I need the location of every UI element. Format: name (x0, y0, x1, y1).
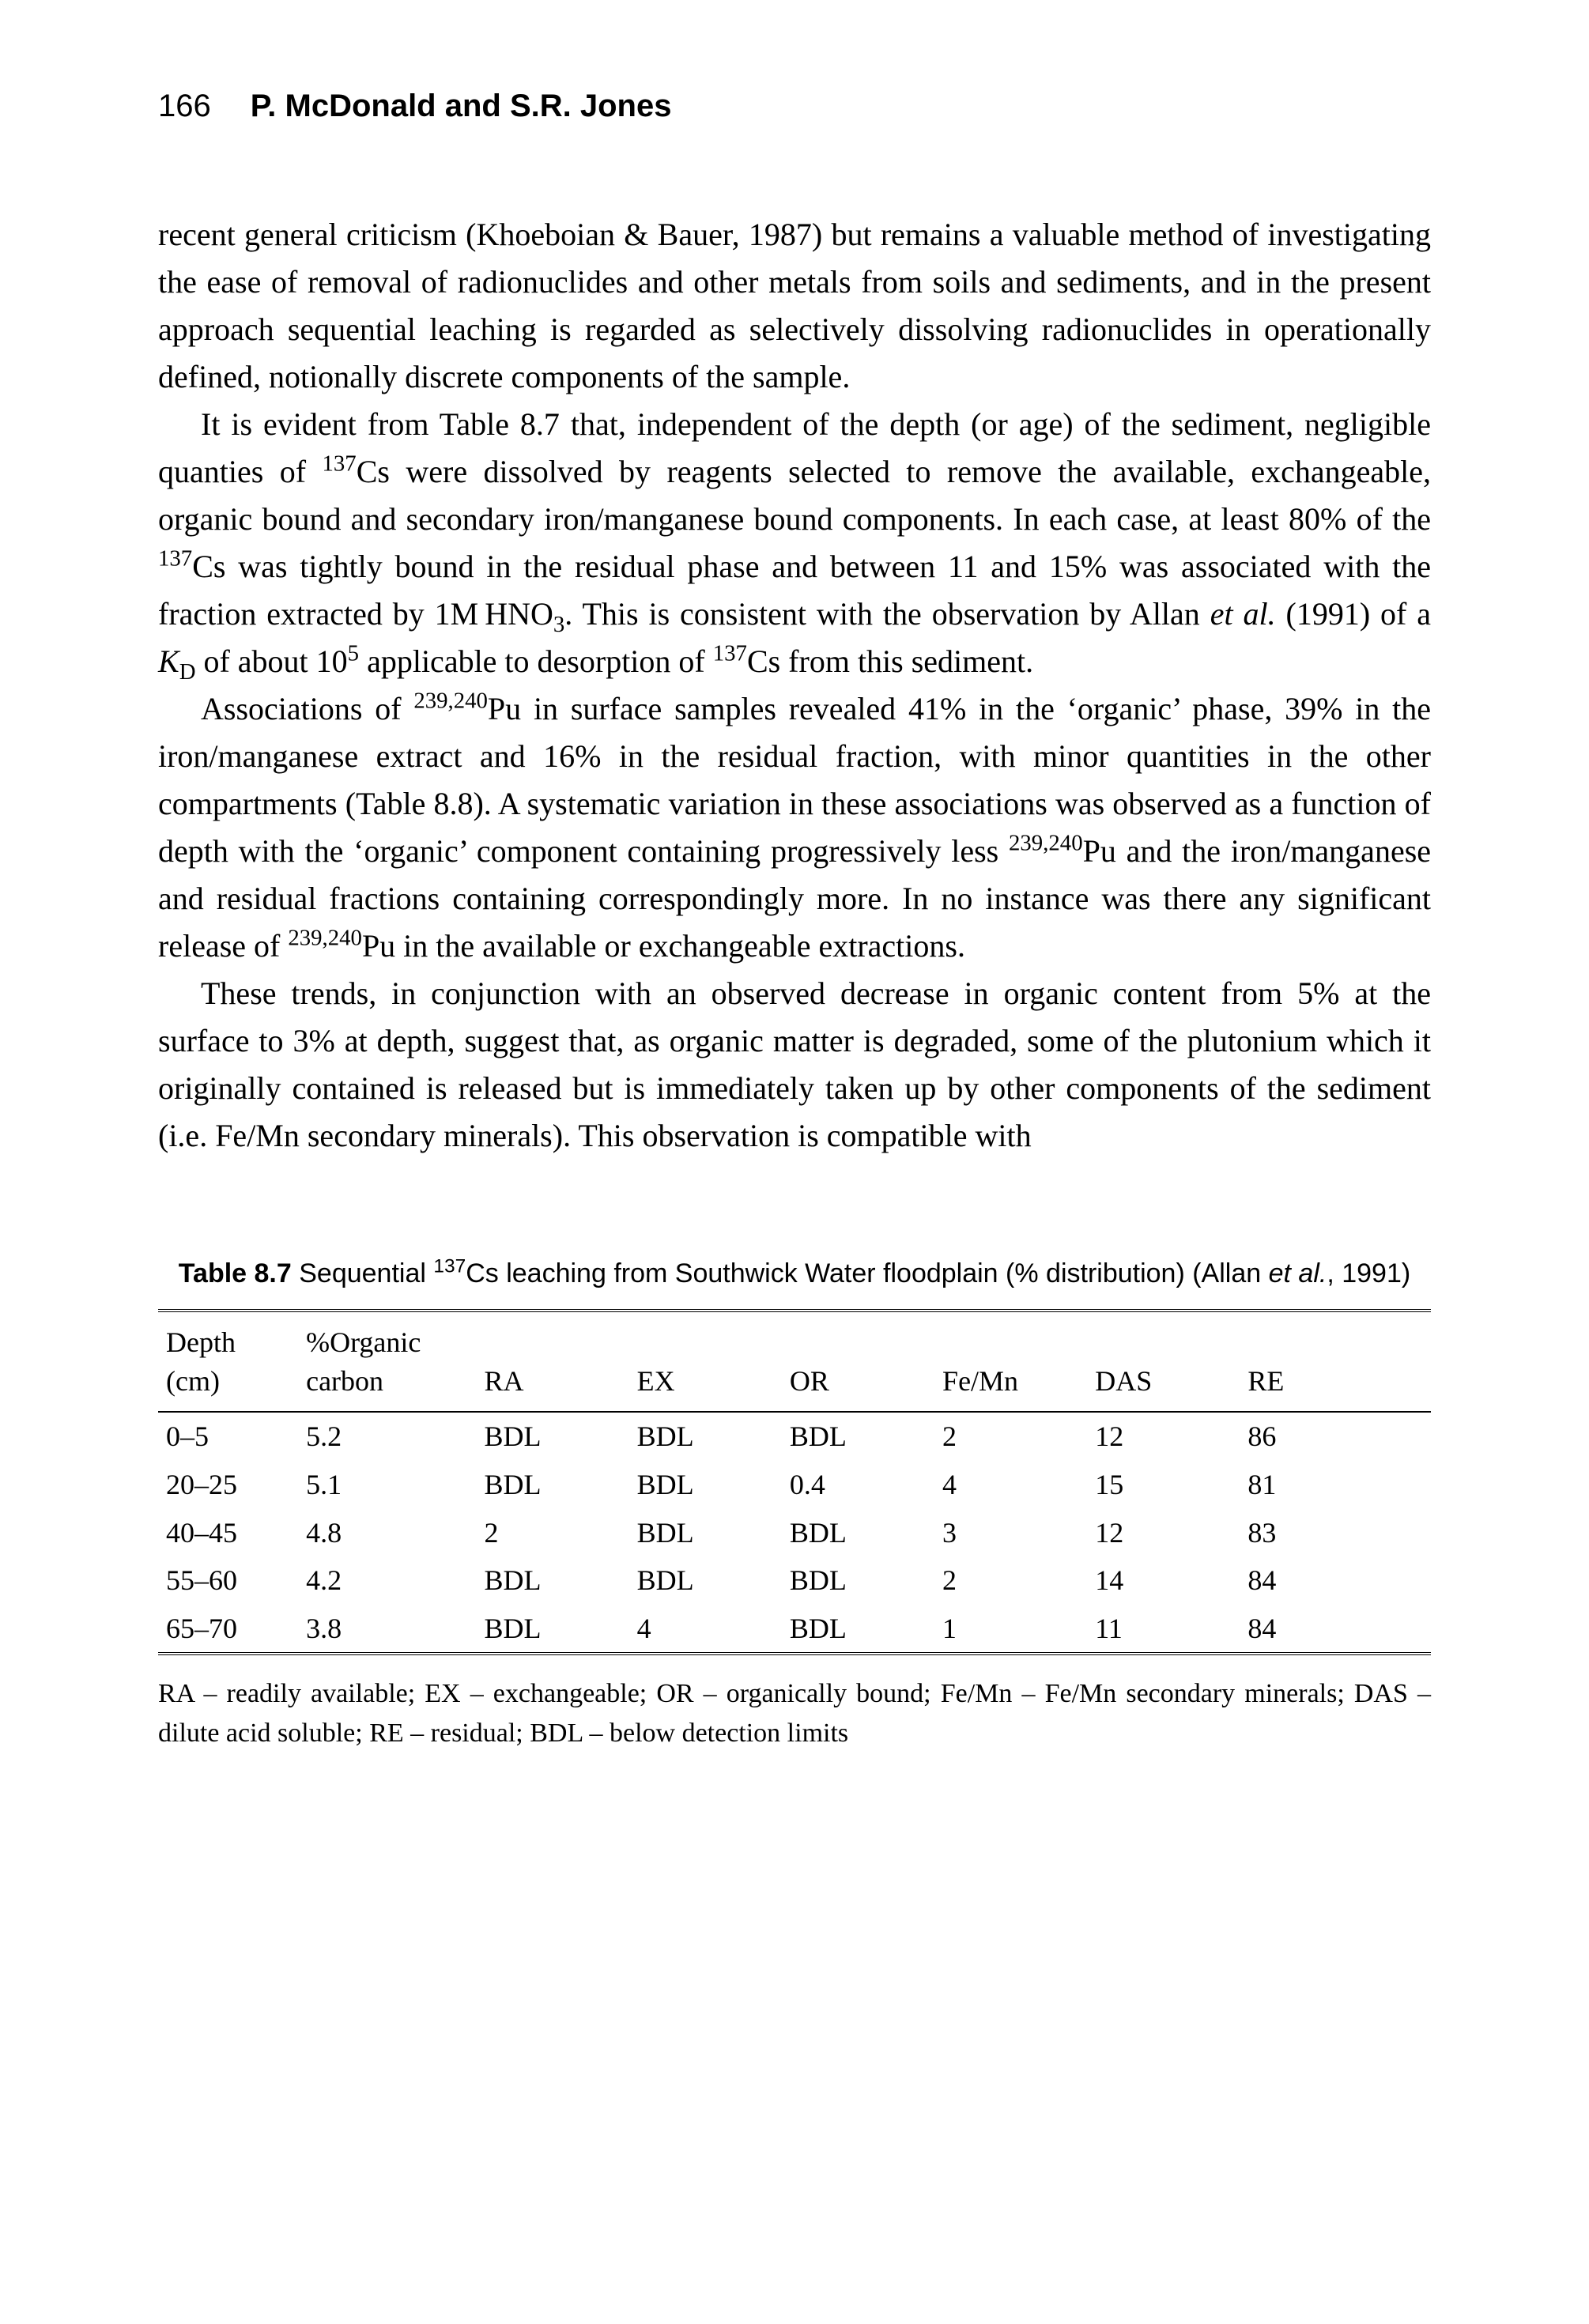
text: . This is consistent with the observatio… (564, 596, 1210, 632)
table-row: 40–45 4.8 2 BDL BDL 3 12 83 (158, 1509, 1431, 1557)
isotope-superscript: 137 (433, 1256, 466, 1277)
kd-k: K (158, 643, 179, 679)
cell-re: 84 (1240, 1605, 1431, 1654)
col-label: Depth (166, 1326, 236, 1358)
table-header-row: Depth (cm) %Organic carbon RA EX OR Fe/M… (158, 1311, 1431, 1412)
table-caption: Table 8.7 Sequential 137Cs leaching from… (158, 1254, 1431, 1293)
kd-d: D (179, 659, 196, 685)
cell-organic: 4.2 (298, 1556, 476, 1605)
cell-or: 0.4 (782, 1461, 934, 1509)
cell-or: BDL (782, 1412, 934, 1461)
col-organic: %Organic carbon (298, 1311, 476, 1412)
col-label: carbon (306, 1365, 383, 1397)
paragraph-3: Associations of 239,240Pu in surface sam… (158, 685, 1431, 970)
cell-ex: BDL (629, 1556, 782, 1605)
cell-femn: 1 (934, 1605, 1087, 1654)
table-number: Table 8.7 (179, 1258, 292, 1288)
col-label: %Organic (306, 1326, 421, 1358)
cell-das: 12 (1087, 1509, 1240, 1557)
cell-depth: 55–60 (158, 1556, 298, 1605)
cell-or: BDL (782, 1605, 934, 1654)
table-row: 65–70 3.8 BDL 4 BDL 1 11 84 (158, 1605, 1431, 1654)
page-number: 166 (158, 89, 211, 123)
paragraph-2: It is evident from Table 8.7 that, indep… (158, 401, 1431, 685)
cell-ex: BDL (629, 1461, 782, 1509)
running-head-authors: P. McDonald and S.R. Jones (251, 89, 672, 123)
table-body: 0–5 5.2 BDL BDL BDL 2 12 86 20–25 5.1 BD… (158, 1412, 1431, 1654)
cell-ex: 4 (629, 1605, 782, 1654)
cell-ex: BDL (629, 1509, 782, 1557)
cell-depth: 40–45 (158, 1509, 298, 1557)
cell-ra: 2 (476, 1509, 628, 1557)
text: of about 10 (195, 643, 347, 679)
cell-depth: 0–5 (158, 1412, 298, 1461)
cell-femn: 4 (934, 1461, 1087, 1509)
col-ex: EX (629, 1311, 782, 1412)
etal-text: et al. (1269, 1258, 1327, 1288)
cell-ra: BDL (476, 1605, 628, 1654)
page: 166 P. McDonald and S.R. Jones recent ge… (0, 0, 1589, 2324)
cell-depth: 65–70 (158, 1605, 298, 1654)
col-femn: Fe/Mn (934, 1311, 1087, 1412)
cell-das: 11 (1087, 1605, 1240, 1654)
isotope-superscript: 239,240 (1009, 831, 1083, 856)
col-das: DAS (1087, 1311, 1240, 1412)
isotope-superscript: 239,240 (288, 926, 362, 951)
cell-re: 84 (1240, 1556, 1431, 1605)
table-row: 55–60 4.2 BDL BDL BDL 2 14 84 (158, 1556, 1431, 1605)
cell-das: 15 (1087, 1461, 1240, 1509)
etal-text: et al. (1210, 596, 1276, 632)
data-table: Depth (cm) %Organic carbon RA EX OR Fe/M… (158, 1309, 1431, 1655)
table-caption-text: Sequential (292, 1258, 434, 1288)
col-label: (cm) (166, 1365, 220, 1397)
cell-organic: 3.8 (298, 1605, 476, 1654)
cell-organic: 5.1 (298, 1461, 476, 1509)
cell-organic: 4.8 (298, 1509, 476, 1557)
col-or: OR (782, 1311, 934, 1412)
cell-re: 81 (1240, 1461, 1431, 1509)
paragraph-4: These trends, in conjunction with an obs… (158, 970, 1431, 1160)
text: Associations of (201, 691, 413, 726)
isotope-superscript: 137 (322, 451, 356, 477)
cell-das: 12 (1087, 1412, 1240, 1461)
paragraph-1: recent general criticism (Khoeboian & Ba… (158, 211, 1431, 401)
text: Cs from this sediment. (747, 643, 1033, 679)
cell-depth: 20–25 (158, 1461, 298, 1509)
table-row: 20–25 5.1 BDL BDL 0.4 4 15 81 (158, 1461, 1431, 1509)
cell-das: 14 (1087, 1556, 1240, 1605)
cell-femn: 2 (934, 1412, 1087, 1461)
cell-femn: 3 (934, 1509, 1087, 1557)
table-caption-text: , 1991) (1327, 1258, 1410, 1288)
running-head: 166 P. McDonald and S.R. Jones (158, 87, 1431, 124)
isotope-superscript: 137 (713, 641, 747, 666)
col-ra: RA (476, 1311, 628, 1412)
cell-re: 83 (1240, 1509, 1431, 1557)
col-re: RE (1240, 1311, 1431, 1412)
cell-or: BDL (782, 1556, 934, 1605)
isotope-superscript: 137 (158, 546, 192, 572)
cell-femn: 2 (934, 1556, 1087, 1605)
exponent: 5 (348, 641, 359, 666)
text: (1991) of a (1276, 596, 1431, 632)
cell-ra: BDL (476, 1461, 628, 1509)
table-row: 0–5 5.2 BDL BDL BDL 2 12 86 (158, 1412, 1431, 1461)
subscript: 3 (553, 612, 564, 637)
text: applicable to desorption of (359, 643, 713, 679)
table-8-7: Depth (cm) %Organic carbon RA EX OR Fe/M… (158, 1309, 1431, 1752)
cell-or: BDL (782, 1509, 934, 1557)
table-caption-text: Cs leaching from Southwick Water floodpl… (466, 1258, 1268, 1288)
cell-ra: BDL (476, 1412, 628, 1461)
table-footnote: RA – readily available; EX – exchangeabl… (158, 1674, 1431, 1752)
text: Pu in the available or exchangeable extr… (362, 928, 965, 964)
cell-organic: 5.2 (298, 1412, 476, 1461)
cell-ra: BDL (476, 1556, 628, 1605)
cell-re: 86 (1240, 1412, 1431, 1461)
cell-ex: BDL (629, 1412, 782, 1461)
isotope-superscript: 239,240 (413, 689, 488, 714)
col-depth: Depth (cm) (158, 1311, 298, 1412)
